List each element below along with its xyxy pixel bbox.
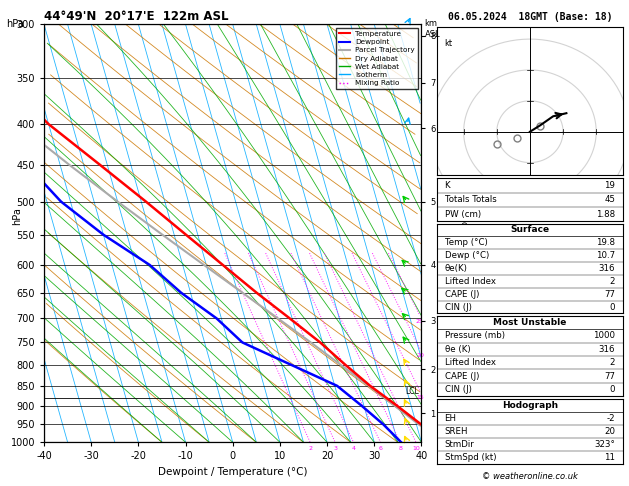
Text: θe(K): θe(K) bbox=[445, 264, 467, 273]
Text: Dewp (°C): Dewp (°C) bbox=[445, 251, 489, 260]
X-axis label: Dewpoint / Temperature (°C): Dewpoint / Temperature (°C) bbox=[158, 467, 308, 477]
Text: 15: 15 bbox=[416, 395, 425, 400]
Text: CIN (J): CIN (J) bbox=[445, 303, 472, 312]
Text: 1000: 1000 bbox=[593, 331, 615, 341]
Text: 19: 19 bbox=[604, 181, 615, 190]
Text: StmDir: StmDir bbox=[445, 440, 474, 449]
Text: LCL: LCL bbox=[405, 387, 419, 396]
Text: 8: 8 bbox=[398, 446, 402, 451]
Text: StmSpd (kt): StmSpd (kt) bbox=[445, 453, 496, 462]
Text: 25: 25 bbox=[416, 319, 424, 324]
Text: 11: 11 bbox=[604, 453, 615, 462]
Text: 06.05.2024  18GMT (Base: 18): 06.05.2024 18GMT (Base: 18) bbox=[448, 12, 612, 22]
Text: SREH: SREH bbox=[445, 427, 468, 436]
Text: 44°49'N  20°17'E  122m ASL: 44°49'N 20°17'E 122m ASL bbox=[44, 10, 228, 23]
Text: θe (K): θe (K) bbox=[445, 345, 470, 354]
Text: © weatheronline.co.uk: © weatheronline.co.uk bbox=[482, 472, 578, 481]
Text: Temp (°C): Temp (°C) bbox=[445, 238, 487, 247]
Text: kt: kt bbox=[444, 39, 452, 48]
Text: 316: 316 bbox=[599, 264, 615, 273]
Text: EH: EH bbox=[445, 414, 457, 423]
Text: 77: 77 bbox=[604, 371, 615, 381]
Text: 3: 3 bbox=[333, 446, 337, 451]
Text: 2: 2 bbox=[610, 277, 615, 286]
Text: hPa: hPa bbox=[6, 19, 24, 30]
Text: Lifted Index: Lifted Index bbox=[445, 277, 496, 286]
Text: 10: 10 bbox=[412, 446, 420, 451]
Text: PW (cm): PW (cm) bbox=[445, 209, 481, 219]
Text: -2: -2 bbox=[606, 414, 615, 423]
Text: 2: 2 bbox=[308, 446, 312, 451]
Text: hPa: hPa bbox=[13, 208, 23, 225]
Text: 20: 20 bbox=[416, 353, 424, 358]
Y-axis label: Mixing Ratio (g/kg): Mixing Ratio (g/kg) bbox=[461, 193, 470, 273]
Text: Pressure (mb): Pressure (mb) bbox=[445, 331, 504, 341]
Text: 2: 2 bbox=[610, 358, 615, 367]
Text: 20: 20 bbox=[604, 427, 615, 436]
Text: Hodograph: Hodograph bbox=[502, 400, 558, 410]
Text: 0: 0 bbox=[610, 303, 615, 312]
Text: Lifted Index: Lifted Index bbox=[445, 358, 496, 367]
Text: Surface: Surface bbox=[510, 226, 550, 234]
Text: 10.7: 10.7 bbox=[596, 251, 615, 260]
Text: 77: 77 bbox=[604, 290, 615, 299]
Text: 323°: 323° bbox=[594, 440, 615, 449]
Text: Totals Totals: Totals Totals bbox=[445, 195, 496, 204]
Text: 6: 6 bbox=[379, 446, 382, 451]
Text: CAPE (J): CAPE (J) bbox=[445, 371, 479, 381]
Text: 4: 4 bbox=[352, 446, 355, 451]
Text: 1.88: 1.88 bbox=[596, 209, 615, 219]
Text: Most Unstable: Most Unstable bbox=[493, 318, 567, 327]
Text: CIN (J): CIN (J) bbox=[445, 385, 472, 394]
Text: 316: 316 bbox=[599, 345, 615, 354]
Text: km
ASL: km ASL bbox=[425, 19, 440, 39]
Text: 19.8: 19.8 bbox=[596, 238, 615, 247]
Text: 0: 0 bbox=[610, 385, 615, 394]
Legend: Temperature, Dewpoint, Parcel Trajectory, Dry Adiabat, Wet Adiabat, Isotherm, Mi: Temperature, Dewpoint, Parcel Trajectory… bbox=[336, 28, 418, 89]
Text: 45: 45 bbox=[604, 195, 615, 204]
Text: K: K bbox=[445, 181, 450, 190]
Text: CAPE (J): CAPE (J) bbox=[445, 290, 479, 299]
